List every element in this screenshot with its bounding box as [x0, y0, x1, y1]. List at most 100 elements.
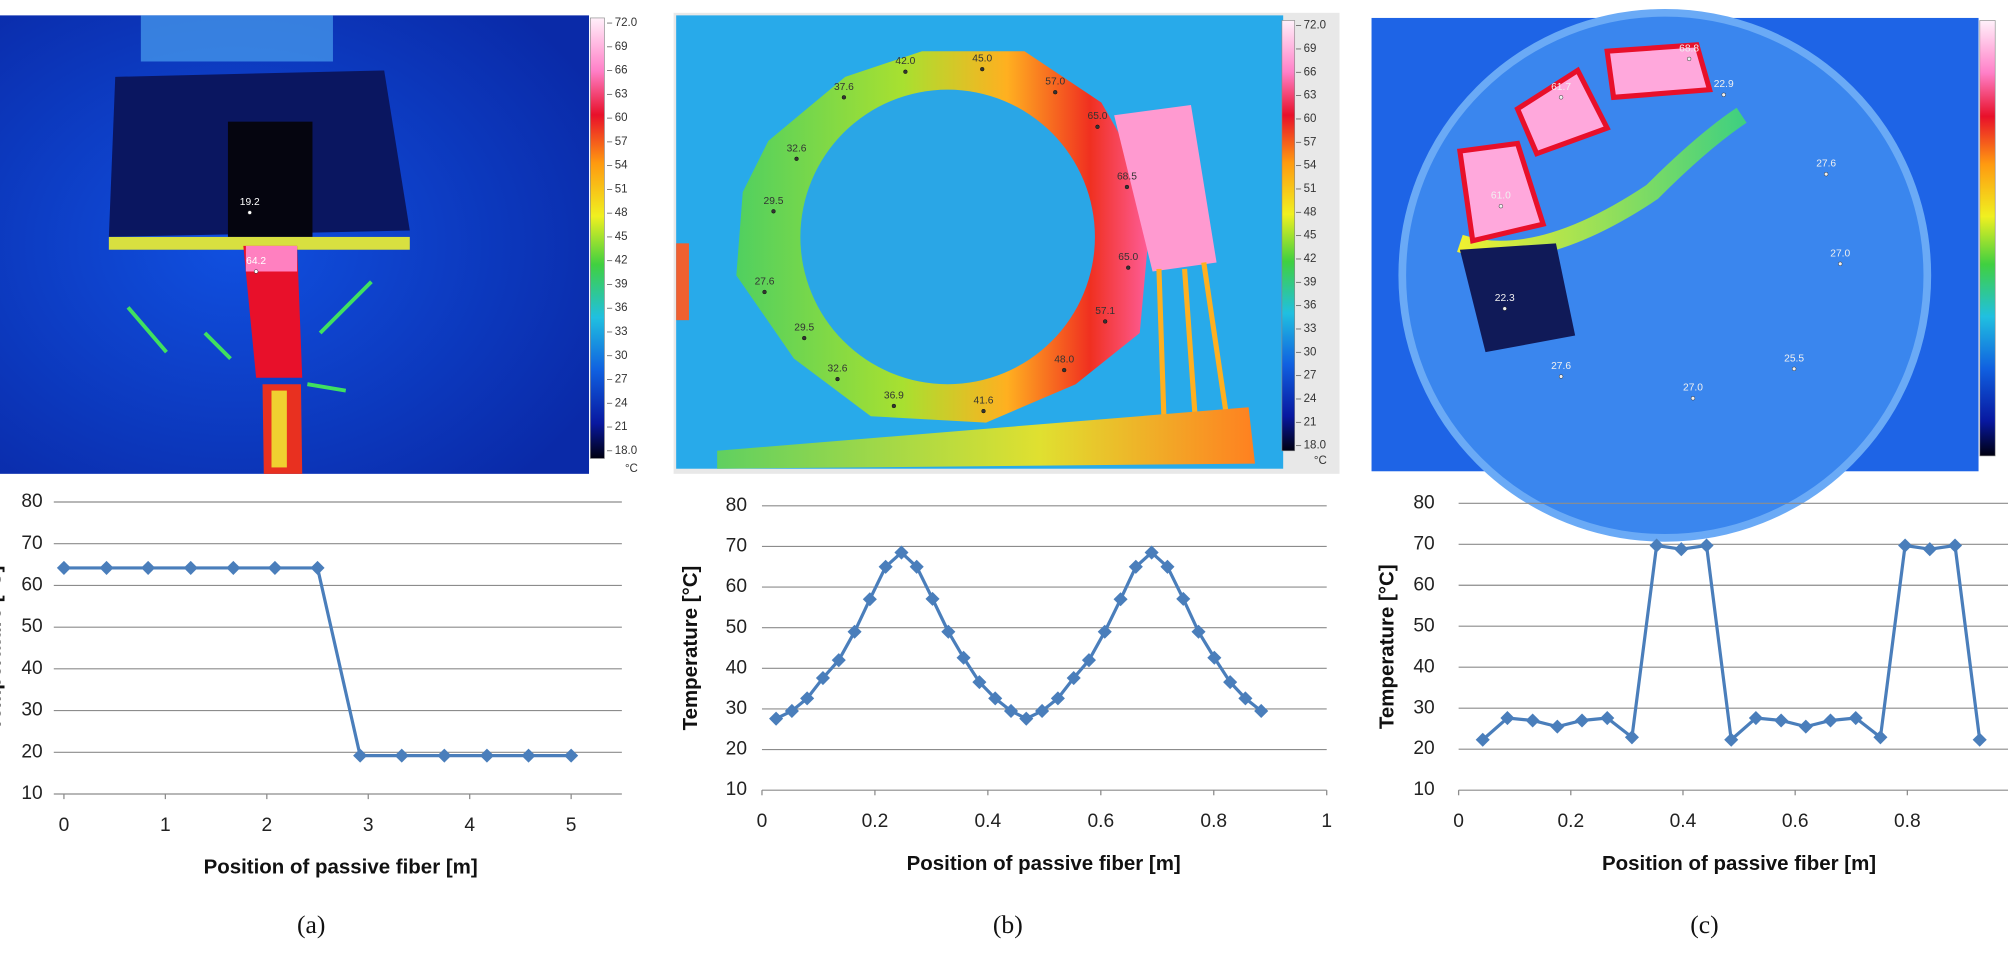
spot-marker [254, 269, 259, 274]
colorbar-label: 36 [615, 302, 628, 314]
thermal-image [1371, 8, 1996, 542]
y-tick-label: 40 [21, 658, 42, 679]
y-tick-label: 70 [726, 536, 747, 557]
data-marker [1191, 624, 1206, 639]
x-axis-title: Position of passive fiber [m] [1602, 852, 1876, 875]
data-marker [267, 560, 282, 575]
y-tick-label: 10 [1413, 779, 1434, 800]
spot-marker [1558, 95, 1564, 100]
y-tick-label: 30 [726, 698, 747, 719]
x-tick-label: 0 [757, 811, 768, 832]
data-marker [1238, 691, 1253, 706]
colorbar-label: 54 [1304, 160, 1317, 172]
caption: (b) [993, 910, 1023, 939]
spot-marker [981, 408, 986, 414]
colorbar-label: 24 [615, 397, 628, 409]
data-marker [1574, 713, 1590, 728]
spot-marker [1824, 172, 1829, 177]
x-tick-label: 1 [1321, 811, 1332, 832]
y-tick-label: 20 [21, 741, 42, 762]
x-tick-label: 0.4 [975, 811, 1002, 832]
y-tick-label: 10 [21, 783, 42, 804]
caption: (c) [1690, 910, 1718, 939]
data-marker [310, 560, 325, 575]
spot-marker [1124, 184, 1130, 190]
colorbar-label: 60 [615, 112, 628, 124]
colorbar-unit: °C [625, 463, 638, 475]
colorbar-unit: °C [1314, 455, 1327, 467]
y-axis-title: Temperature [°C] [679, 566, 702, 731]
colorbar-label: 18.0 [615, 445, 637, 457]
x-axis-title: Position of passive fiber [m] [907, 852, 1181, 875]
colorbar-label: 33 [1304, 323, 1317, 335]
colorbar-label: 39 [615, 278, 628, 290]
spot-label: 27.6 [755, 276, 775, 287]
spot-marker [891, 403, 896, 409]
y-tick-label: 70 [1413, 533, 1434, 554]
spot-label: 27.0 [1830, 248, 1850, 259]
spot-marker [835, 376, 840, 382]
y-tick-label: 30 [1413, 697, 1434, 718]
spot-label: 61.7 [1551, 82, 1571, 93]
y-tick-label: 60 [726, 576, 747, 597]
data-marker [1254, 703, 1269, 718]
colorbar-label: 36 [1304, 300, 1317, 312]
x-tick-label: 0 [59, 815, 70, 836]
data-marker [394, 748, 409, 763]
y-tick-label: 60 [1413, 574, 1434, 595]
data-marker [784, 703, 799, 718]
x-tick-label: 0.2 [862, 811, 889, 832]
spot-label: 41.6 [974, 396, 994, 407]
spot-label: 19.2 [240, 197, 260, 208]
data-marker [521, 748, 536, 763]
spot-label: 42.0 [895, 56, 915, 67]
colorbar-label: 27 [1304, 370, 1317, 382]
thermal-image [673, 12, 1340, 474]
colorbar-label: 63 [615, 88, 628, 100]
colorbar-label: 18.0 [1304, 440, 1326, 452]
data-marker [353, 748, 368, 763]
spot-marker [247, 210, 252, 215]
colorbar-label: 21 [1304, 416, 1317, 428]
spot-marker [794, 156, 799, 161]
data-marker [1525, 713, 1540, 728]
spot-marker [1095, 124, 1100, 129]
y-tick-label: 20 [726, 739, 747, 760]
y-tick-label: 80 [726, 495, 747, 516]
spot-marker [1690, 396, 1696, 401]
spot-label: 27.6 [1551, 361, 1571, 372]
data-marker [1207, 650, 1222, 665]
data-marker [925, 591, 940, 606]
spot-label: 25.5 [1784, 353, 1804, 364]
data-marker [1019, 711, 1034, 726]
spot-label: 65.0 [1118, 252, 1138, 263]
colorbar-label: 30 [615, 350, 628, 362]
x-tick-label: 0.6 [1782, 811, 1809, 832]
spot-marker [1053, 90, 1058, 95]
caption: (a) [297, 910, 325, 939]
y-tick-label: 70 [21, 533, 42, 554]
colorbar-label: 27 [615, 374, 628, 386]
spot-marker [1062, 367, 1067, 373]
thermal-image [0, 15, 651, 474]
data-marker [1699, 538, 1714, 553]
spot-label: 57.0 [1045, 77, 1065, 88]
data-line [63, 566, 572, 758]
x-tick-label: 0.8 [1894, 811, 1921, 832]
data-marker [1081, 653, 1096, 668]
spot-label: 45.0 [972, 54, 992, 65]
colorbar-label: 33 [615, 326, 628, 338]
spot-label: 48.0 [1054, 355, 1074, 366]
data-marker [1798, 719, 1813, 734]
y-tick-label: 50 [21, 616, 42, 637]
spot-label: 64.2 [246, 256, 266, 267]
data-marker [769, 711, 784, 726]
data-marker [1097, 624, 1112, 639]
colorbar-label: 54 [615, 160, 628, 172]
data-marker [1724, 732, 1739, 747]
y-tick-label: 40 [726, 657, 747, 678]
x-tick-label: 0 [1453, 811, 1464, 832]
spot-marker [1502, 306, 1507, 311]
colorbar-label: 42 [1304, 253, 1317, 265]
